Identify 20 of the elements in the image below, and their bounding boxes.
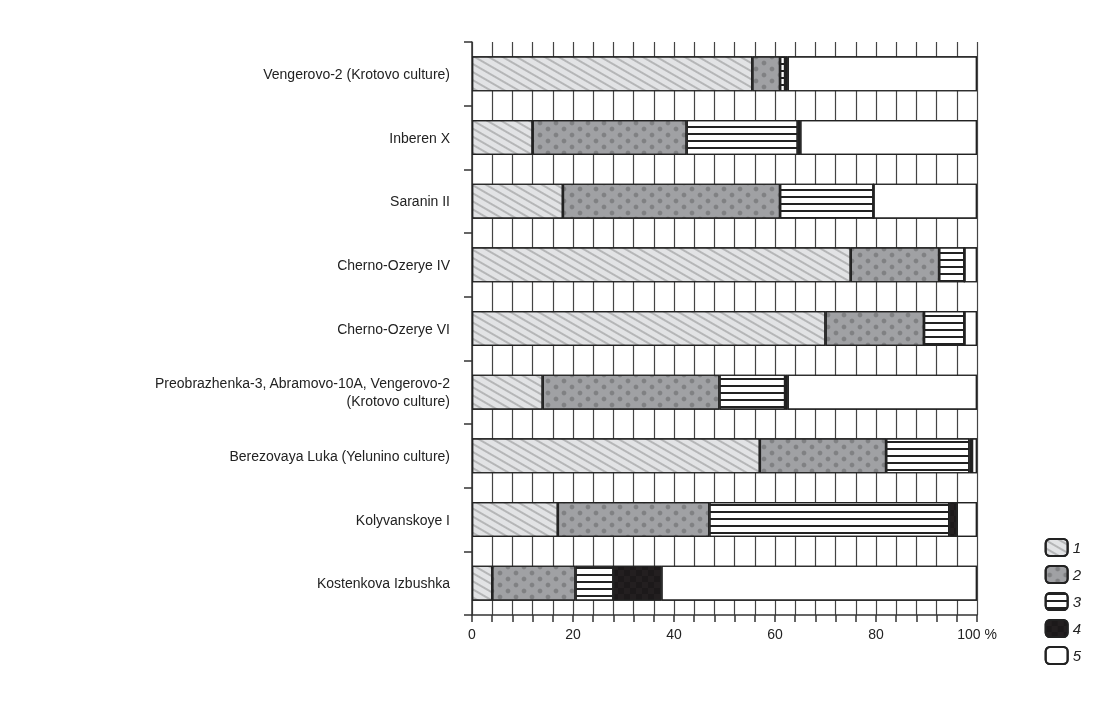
y-tick-label: Kostenkova Izbushka (316, 575, 451, 592)
legend-label: 2 (1071, 566, 1082, 583)
x-tick-label: 0 (468, 626, 477, 642)
legend-label: 5 (1072, 647, 1082, 664)
y-tick-label: Inberen X (389, 129, 451, 146)
legend-label: 4 (1072, 620, 1081, 637)
x-tick-label: 40 (666, 626, 682, 642)
y-tick-label: Cherno-Ozerye IV (337, 256, 451, 273)
y-tick-label: Vengerovo-2 (Krotovo culture) (263, 65, 450, 82)
legend-label: 1 (1072, 539, 1081, 556)
y-tick-label: Cherno-Ozerye VI (337, 320, 450, 337)
x-tick-label: 60 (767, 626, 783, 642)
x-tick-label: 100 % (957, 626, 997, 642)
y-tick-label: Preobrazhenka-3, Abramovo-10A, Vengerovo-2 (Krotovo culture) (155, 375, 451, 410)
y-tick-label: Kolyvanskoye I (355, 511, 450, 528)
x-tick-label: 80 (868, 626, 884, 642)
y-tick-label: Saranin II (390, 193, 450, 210)
x-tick-label: 20 (565, 626, 581, 642)
y-tick-label: Berezovaya Luka (Yelunino culture) (229, 447, 450, 464)
legend-label: 3 (1072, 593, 1082, 610)
